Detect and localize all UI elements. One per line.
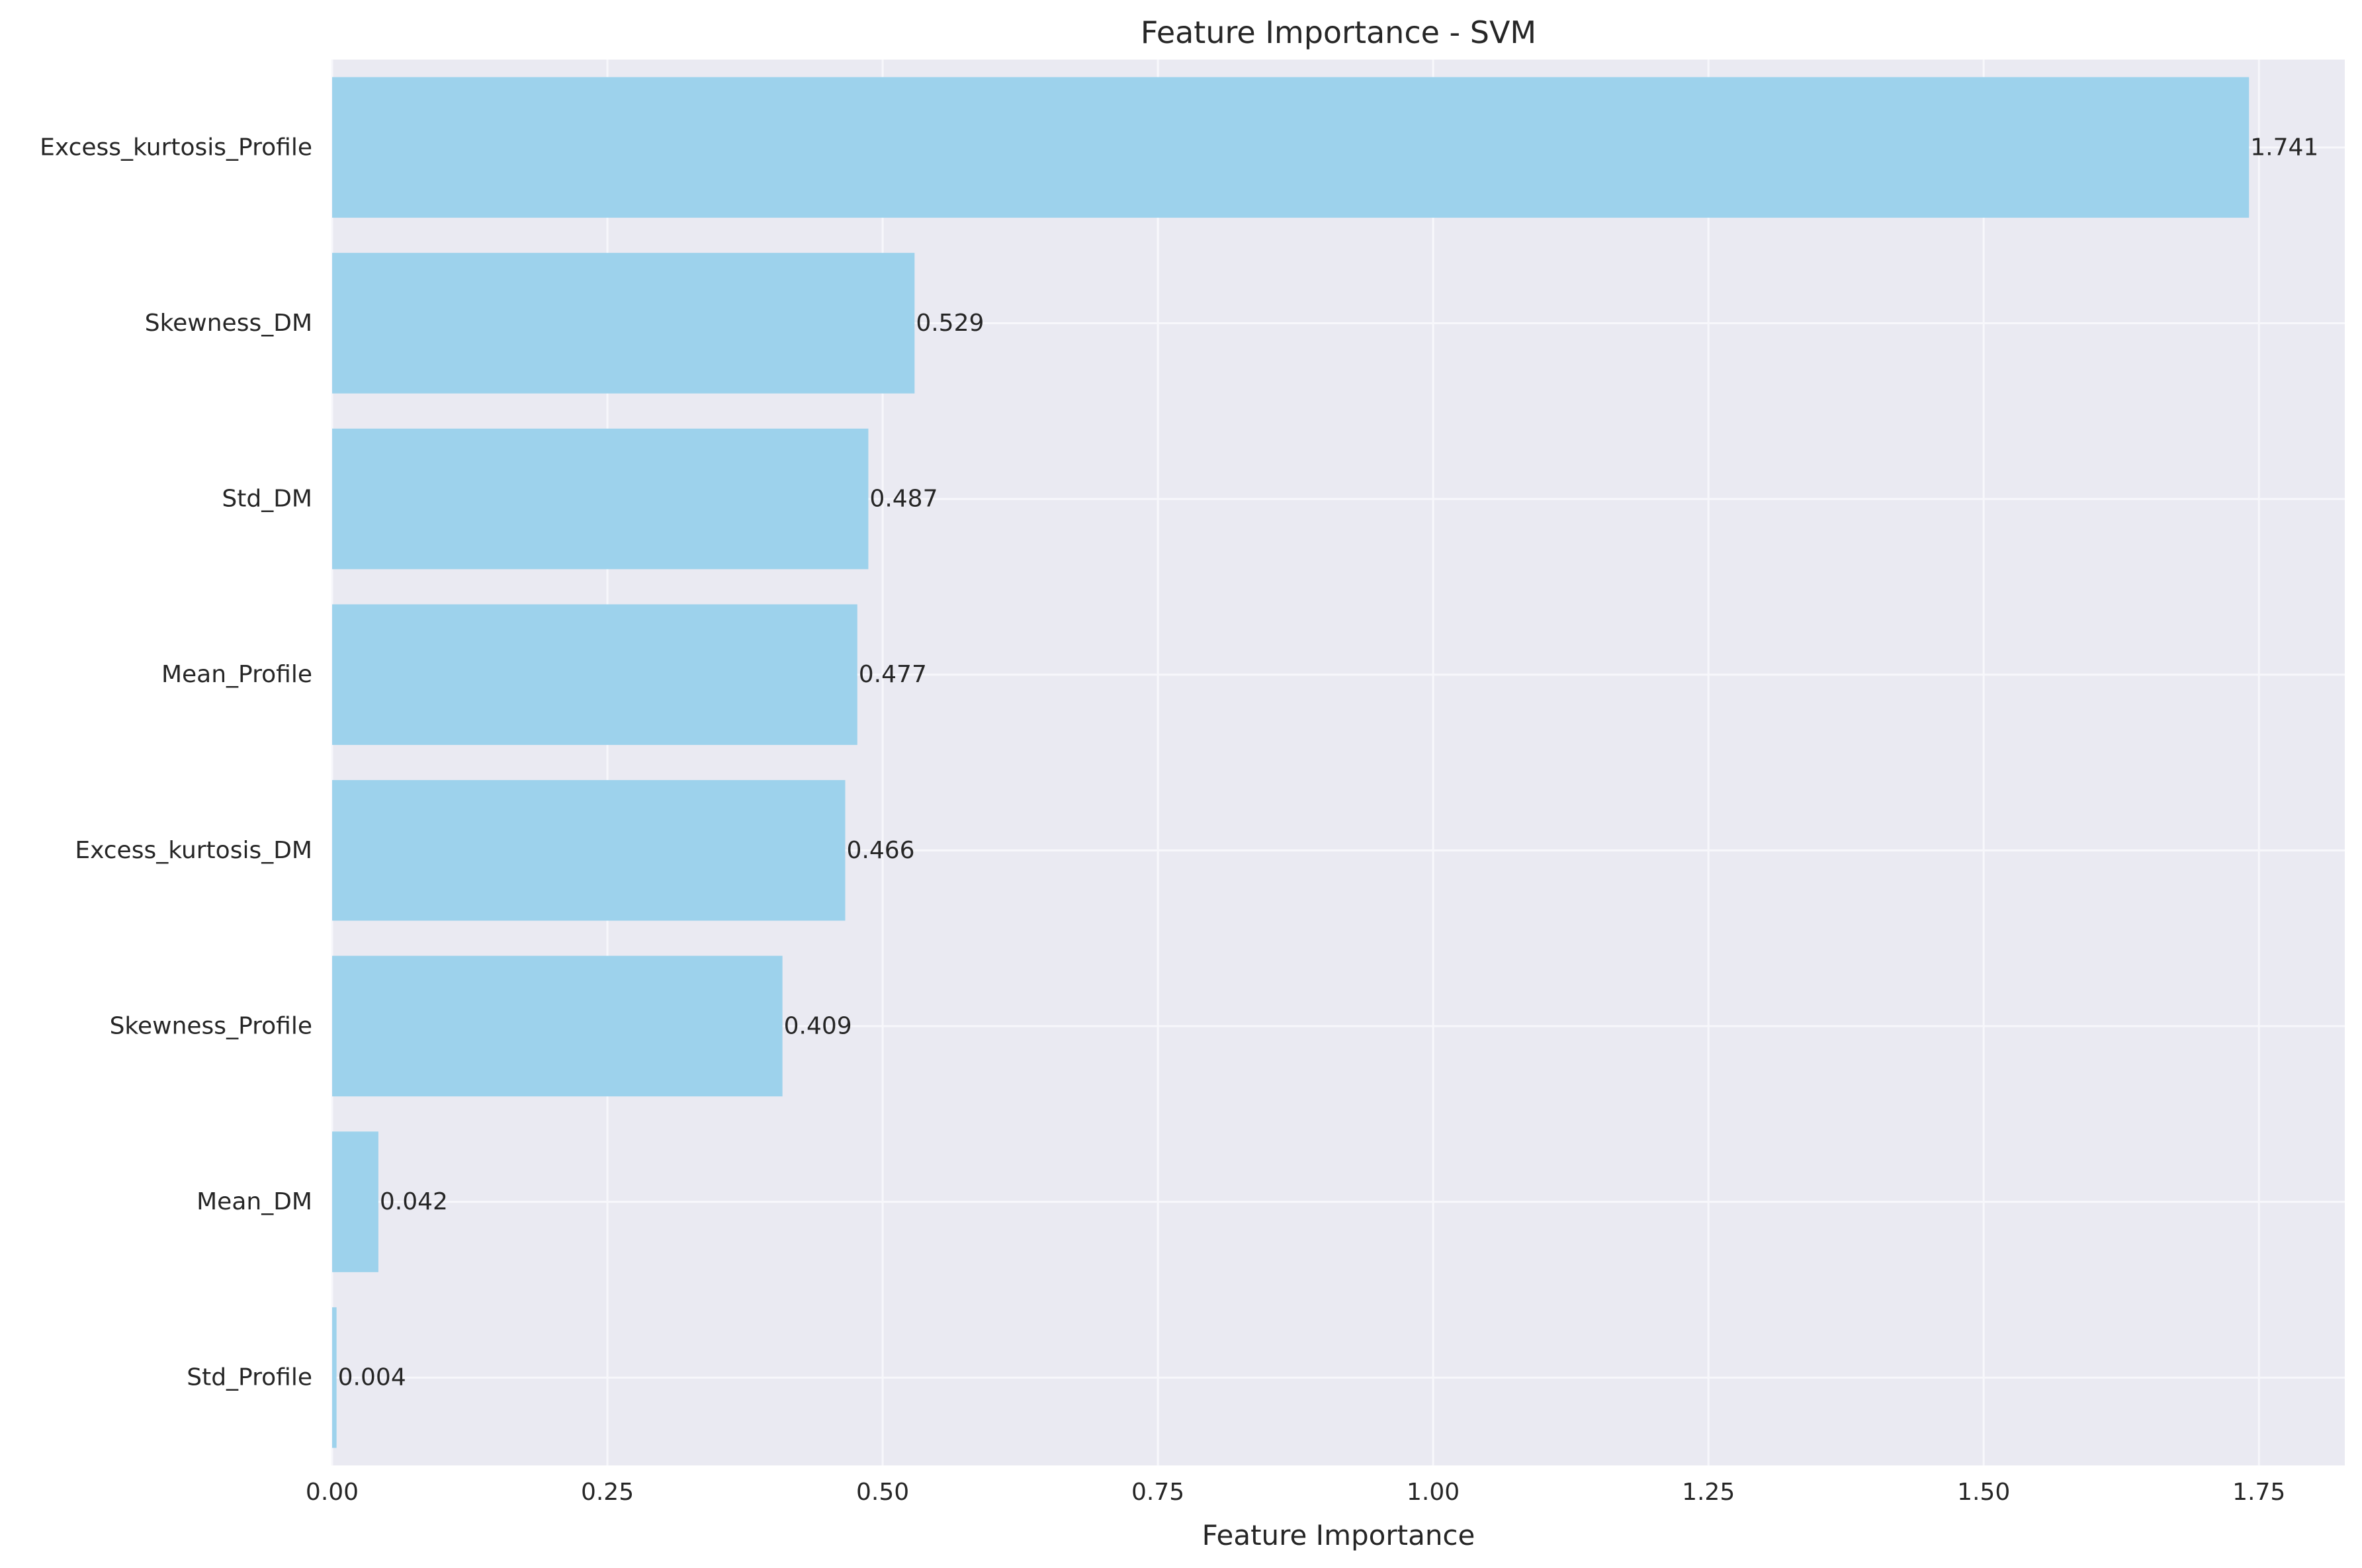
bar-value-label: 0.477: [859, 661, 927, 688]
x-tick-label: 0.50: [856, 1479, 909, 1506]
x-tick-label: 1.75: [2232, 1479, 2285, 1506]
bar-value-label: 0.487: [869, 486, 938, 513]
y-tick-label: Mean_Profile: [161, 661, 312, 688]
bar-value-label: 0.409: [784, 1012, 852, 1039]
x-tick-labels: 0.00 0.25 0.50 0.75 1.00 1.25 1.50 1.75: [306, 1479, 2285, 1506]
bar-value-label: 1.741: [2250, 134, 2318, 161]
y-tick-label: Excess_kurtosis_Profile: [40, 134, 312, 161]
y-tick-label: Std_Profile: [187, 1364, 312, 1391]
y-tick-labels: Excess_kurtosis_Profile Skewness_DM Std_DM…: [40, 134, 312, 1391]
x-tick-label: 1.50: [1957, 1479, 2010, 1506]
bar: [332, 955, 783, 1097]
bar: [332, 428, 869, 570]
y-tick-label: Mean_DM: [197, 1188, 312, 1215]
bar-value-label: 0.004: [338, 1364, 406, 1391]
y-tick-label: Std_DM: [222, 486, 312, 513]
bars: [332, 77, 2250, 1448]
bar: [332, 604, 857, 745]
x-axis-label: Feature Importance: [1202, 1519, 1475, 1551]
x-tick-label: 0.75: [1131, 1479, 1184, 1506]
x-tick-label: 1.25: [1682, 1479, 1735, 1506]
bar: [332, 1307, 337, 1448]
bar: [332, 77, 2250, 218]
x-tick-label: 0.00: [306, 1479, 359, 1506]
x-tick-label: 1.00: [1407, 1479, 1460, 1506]
bar: [332, 1131, 378, 1272]
y-tick-label: Excess_kurtosis_DM: [75, 837, 312, 864]
bar: [332, 780, 846, 921]
y-tick-label: Skewness_DM: [145, 310, 312, 337]
bar: [332, 253, 915, 394]
bar-value-label: 0.466: [846, 837, 914, 864]
bar-value-label: 0.529: [916, 310, 984, 337]
chart-title: Feature Importance - SVM: [1141, 15, 1536, 50]
bar-value-labels: 1.741 0.529 0.487 0.477 0.466 0.409 0.042 0.004: [338, 134, 2319, 1391]
bar-value-label: 0.042: [380, 1188, 448, 1215]
x-tick-label: 0.25: [581, 1479, 634, 1506]
y-tick-label: Skewness_Profile: [110, 1012, 312, 1039]
